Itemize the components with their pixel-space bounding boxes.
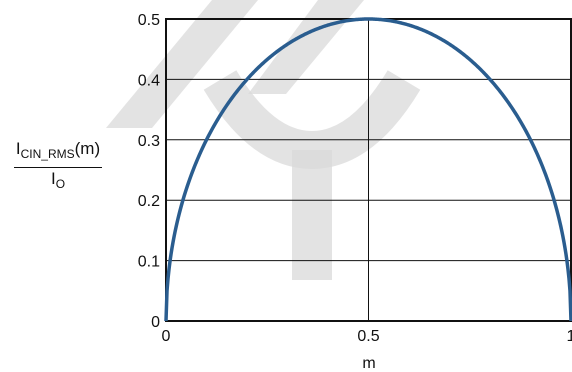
y-tick-label: 0.5 — [138, 12, 160, 29]
x-tick-label: 0.5 — [357, 328, 379, 345]
y-tick-label: 0 — [151, 314, 160, 331]
y-axis-label-numerator: ICIN_RMS(m) — [15, 139, 101, 161]
grid — [166, 19, 571, 321]
series-line — [164, 17, 572, 322]
y-tick-label: 0.2 — [138, 193, 160, 210]
watermark-logo — [106, 0, 421, 280]
watermark-band — [106, 0, 258, 128]
x-axis-label: m — [362, 355, 375, 372]
x-tick-label: 0 — [162, 328, 171, 345]
y-tick-label: 0.1 — [138, 254, 160, 271]
x-tick-label: 1 — [567, 328, 572, 345]
tick-labels: 0 0.1 0.2 0.3 0.4 0.5 0 0.5 1 — [138, 12, 572, 345]
y-tick-label: 0.3 — [138, 133, 160, 150]
watermark-stem — [292, 150, 332, 280]
series-layer — [164, 17, 572, 322]
y-tick-label: 0.4 — [138, 72, 160, 89]
y-axis-label: ICIN_RMS(m) IO — [6, 138, 110, 195]
y-axis-label-denominator: IO — [14, 167, 102, 195]
